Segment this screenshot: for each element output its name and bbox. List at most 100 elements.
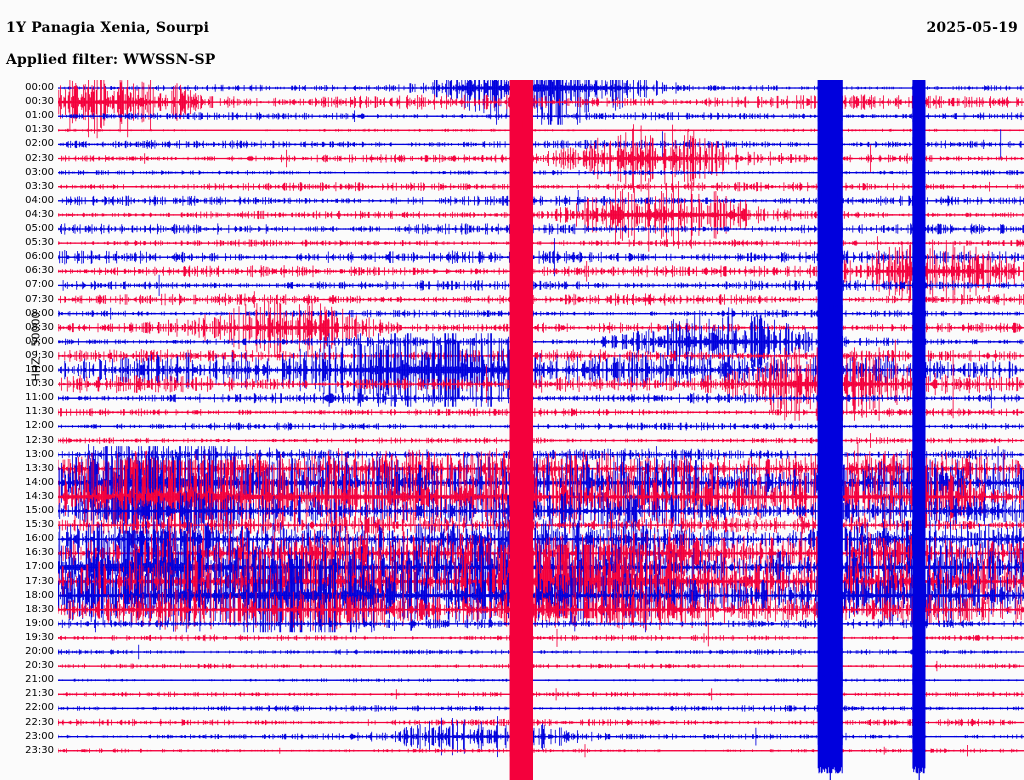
time-tick-label: 03:30 <box>25 180 54 192</box>
record-date: 2025-05-19 <box>926 20 1018 36</box>
trace-row <box>58 181 1024 192</box>
time-tick-label: 10:00 <box>25 364 54 375</box>
trace-row <box>58 678 1024 683</box>
time-tick-label: 02:30 <box>25 152 54 164</box>
trace-waveform <box>58 128 1024 132</box>
trace-waveform <box>58 705 1024 712</box>
time-tick-label: 14:30 <box>25 490 54 502</box>
trace-row <box>58 124 1024 193</box>
trace-waveform <box>58 110 1024 122</box>
trace-waveform <box>58 420 1024 433</box>
time-tick-label: 08:00 <box>25 307 54 319</box>
page-title: 1Y Panagia Xenia, Sourpi <box>6 20 210 36</box>
trace-row <box>58 744 1024 758</box>
trace-row <box>58 433 1024 448</box>
time-tick-label: 09:30 <box>25 349 54 361</box>
trace-row <box>58 128 1024 132</box>
trace-waveform <box>58 129 1024 160</box>
trace-waveform <box>58 660 1024 672</box>
time-tick-label: 07:30 <box>25 293 54 305</box>
time-tick-label: 15:00 <box>25 505 54 516</box>
trace-row <box>58 307 1024 320</box>
trace-row <box>58 644 1024 660</box>
time-tick-label: 19:00 <box>25 617 54 629</box>
trace-waveform <box>58 644 1024 660</box>
time-tick-label: 22:30 <box>25 716 54 728</box>
trace-row <box>58 705 1024 712</box>
time-tick-label: 15:30 <box>25 519 54 531</box>
time-tick-label: 08:30 <box>25 321 54 333</box>
trace-row <box>58 223 1024 235</box>
time-tick-label: 04:00 <box>25 194 54 206</box>
time-tick-label: 06:00 <box>25 251 54 263</box>
trace-waveform <box>58 433 1024 448</box>
clipped-event-band <box>817 699 843 774</box>
time-tick-label: 09:00 <box>25 335 54 347</box>
trace-waveform <box>58 678 1024 683</box>
clipped-event-band <box>509 714 533 780</box>
trace-row <box>58 110 1024 122</box>
seismogram-plot <box>58 80 1024 780</box>
trace-waveform <box>58 744 1024 758</box>
clipped-event-hairline <box>521 80 523 780</box>
applied-filter-label: Applied filter: WWSSN-SP <box>6 52 216 68</box>
time-tick-label: 16:00 <box>25 533 54 545</box>
time-tick-label: 23:00 <box>25 730 54 742</box>
time-tick-label: 04:30 <box>25 208 54 220</box>
time-tick-label: 01:30 <box>25 124 54 136</box>
trace-row <box>58 190 1024 212</box>
trace-row <box>58 628 1024 647</box>
time-tick-label: 06:30 <box>25 265 54 277</box>
trace-waveform <box>58 190 1024 212</box>
time-tick-label: 05:30 <box>25 237 54 249</box>
time-tick-label: 22:00 <box>25 702 54 714</box>
time-tick-label: 13:30 <box>25 462 54 474</box>
trace-row <box>58 291 1024 308</box>
trace-row <box>58 420 1024 433</box>
trace-waveform <box>58 688 1024 701</box>
trace-row <box>58 616 1024 632</box>
trace-row <box>58 718 1024 727</box>
time-tick-label: 17:00 <box>25 561 54 573</box>
header: 1Y Panagia Xenia, Sourpi Applied filter:… <box>0 0 1024 80</box>
time-tick-label: 12:00 <box>25 420 54 432</box>
time-tick-label: 13:00 <box>25 448 54 460</box>
time-tick-label: 00:30 <box>25 96 54 108</box>
trace-waveform <box>58 239 1024 303</box>
clipped-event-hairline <box>829 80 831 780</box>
trace-row <box>58 129 1024 160</box>
time-tick-label: 11:00 <box>25 392 54 404</box>
trace-waveform <box>58 124 1024 193</box>
trace-waveform <box>58 223 1024 235</box>
time-axis-ticks: 00:00 00:30 01:00 01:30 02:00 02:30 03:00 03:30… <box>0 80 58 780</box>
time-tick-label: 16:30 <box>25 547 54 559</box>
trace-waveform <box>58 616 1024 632</box>
time-tick-label: 21:30 <box>25 688 54 700</box>
trace-row <box>58 688 1024 701</box>
trace-row <box>58 239 1024 303</box>
trace-row <box>58 660 1024 672</box>
time-tick-label: 07:00 <box>25 279 54 291</box>
time-tick-label: 21:00 <box>25 674 54 686</box>
time-tick-label: 18:30 <box>25 603 54 615</box>
trace-row <box>58 236 1024 250</box>
time-tick-label: 05:00 <box>25 223 54 234</box>
trace-waveform <box>58 169 1024 176</box>
trace-row <box>58 169 1024 176</box>
time-tick-label: 01:00 <box>25 110 54 122</box>
time-tick-label: 23:30 <box>25 744 54 756</box>
trace-waveform <box>58 718 1024 727</box>
time-tick-label: 20:00 <box>25 646 54 657</box>
time-tick-label: 18:00 <box>25 589 54 601</box>
time-tick-label: 17:30 <box>25 575 54 587</box>
time-tick-label: 20:30 <box>25 660 54 672</box>
time-tick-label: 00:00 <box>25 82 54 93</box>
seismogram-traces <box>58 80 1024 780</box>
trace-row <box>58 178 1024 252</box>
time-tick-label: 14:00 <box>25 476 54 488</box>
clipped-event-hairline <box>918 80 920 780</box>
trace-waveform <box>58 181 1024 192</box>
trace-waveform <box>58 236 1024 250</box>
time-tick-label: 11:30 <box>25 406 54 418</box>
